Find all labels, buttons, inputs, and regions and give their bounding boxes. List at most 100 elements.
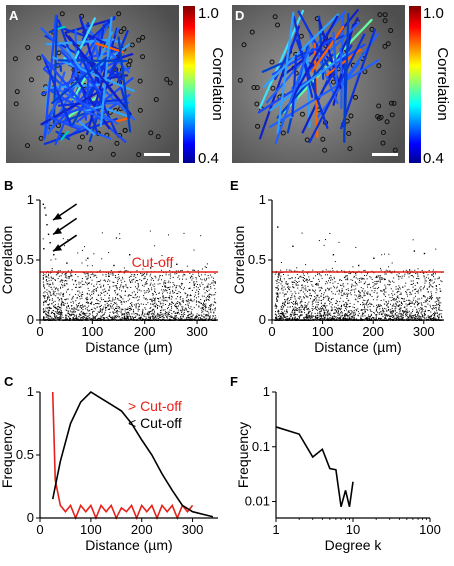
data-point [354,281,356,283]
data-point [320,308,322,310]
data-point [351,286,353,288]
data-point [364,318,366,320]
data-point [338,241,340,243]
data-point [282,314,284,316]
data-point [198,314,200,316]
data-point [427,310,429,312]
data-point [409,315,411,317]
data-point [135,297,137,299]
data-point [293,281,295,283]
data-point [334,281,336,283]
data-point [116,317,118,319]
data-point [365,303,367,305]
data-point [386,310,388,312]
data-point [306,308,308,310]
data-point [386,310,388,312]
data-point [405,312,407,314]
data-point [384,278,386,280]
data-point [119,316,121,318]
data-point [170,298,172,300]
data-point [412,239,414,241]
data-point [120,311,122,313]
data-point [87,299,89,301]
data-point [179,296,181,298]
data-point [126,313,128,315]
data-point [111,317,113,319]
data-point [436,289,438,291]
network-edge [74,76,111,130]
data-point [385,314,387,316]
data-point [74,317,76,319]
data-point [279,314,281,316]
data-point [429,279,431,281]
data-point [80,314,82,316]
data-point [146,274,148,276]
colorbar-a-label: Correlation [209,47,226,120]
data-point [185,318,187,320]
data-point [139,314,141,316]
data-point [291,277,293,279]
data-point [405,315,407,317]
data-point [47,303,49,305]
data-point [296,308,298,310]
data-point [428,285,430,287]
data-point [51,316,53,318]
data-point [131,304,133,306]
data-point [127,295,129,297]
data-point [277,311,279,313]
data-point [400,293,402,295]
data-point [282,302,284,304]
data-point [392,314,394,316]
data-point [144,283,146,285]
data-point [182,299,184,301]
data-point [354,313,356,315]
data-point [333,315,335,317]
data-point [302,291,304,293]
data-point [64,298,66,300]
data-point [214,281,216,283]
data-point [280,315,282,317]
data-point [393,303,395,305]
data-point [364,294,366,296]
data-point [282,313,284,315]
x-tick-label: 200 [131,522,153,537]
data-point [112,318,114,320]
data-point [399,313,401,315]
data-point [43,304,45,306]
data-point [376,308,378,310]
data-point [79,292,81,294]
data-point [393,315,395,317]
network-edge [42,55,72,127]
data-point [67,313,69,315]
cell-marker [376,103,382,109]
data-point [329,282,331,284]
data-point [105,317,107,319]
data-point [168,280,170,282]
data-point [100,285,102,287]
data-point [144,273,146,275]
data-point [138,299,140,301]
cell-marker [137,78,143,84]
data-point [65,283,67,285]
data-point [167,311,169,313]
data-point [397,305,399,307]
data-point [204,310,206,312]
data-point [203,316,205,318]
data-point [301,314,303,316]
data-point [51,268,53,270]
data-point [146,289,148,291]
data-point [158,261,160,263]
data-point [46,224,48,226]
data-point [335,300,337,302]
data-point [368,283,370,285]
data-point [301,232,303,234]
data-point [188,317,190,319]
data-point [149,318,151,320]
data-point [281,307,283,309]
data-point [87,274,89,276]
data-point [58,298,60,300]
data-point [85,297,87,299]
data-point [176,308,178,310]
data-point [151,310,153,312]
data-point [378,287,380,289]
